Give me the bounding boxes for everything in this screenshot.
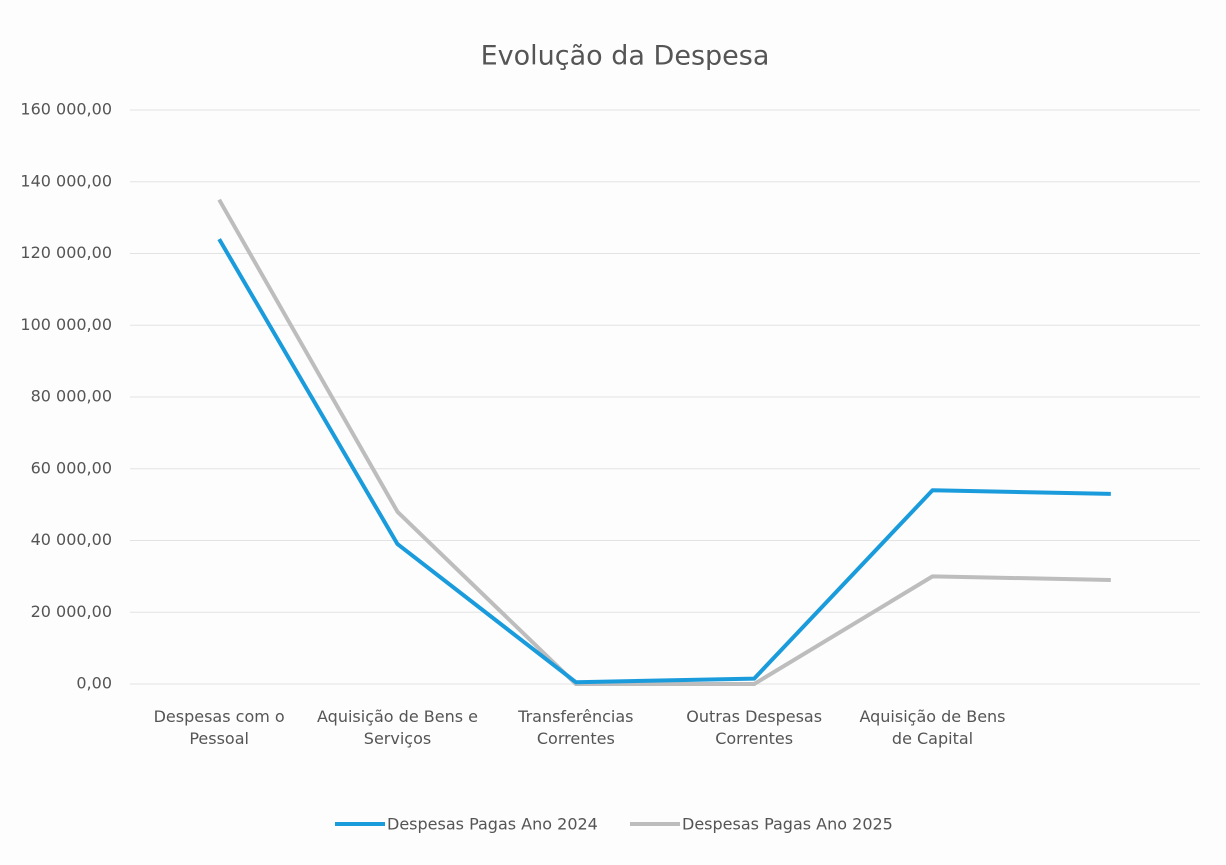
x-tick-label: Despesas com o Pessoal — [153, 707, 285, 748]
x-tick-label: Aquisição de Bens e Serviços — [317, 707, 478, 748]
series-line — [217, 238, 1111, 685]
y-tick-label: 100 000,00 — [20, 315, 112, 334]
legend-label: Despesas Pagas Ano 2024 — [387, 815, 598, 834]
legend-label: Despesas Pagas Ano 2025 — [682, 815, 893, 834]
y-tick-label: 120 000,00 — [20, 243, 112, 262]
y-tick-label: 60 000,00 — [31, 458, 112, 477]
y-tick-label: 80 000,00 — [31, 387, 112, 406]
x-tick-label: Aquisição de Bens de Capital — [859, 707, 1006, 748]
x-tick-label: Outras Despesas Correntes — [686, 707, 823, 748]
y-tick-label: 20 000,00 — [31, 602, 112, 621]
series-line — [217, 198, 1111, 686]
x-tick-label: Transferências Correntes — [518, 707, 634, 748]
y-tick-label: 160 000,00 — [20, 100, 112, 119]
y-tick-label: 0,00 — [76, 674, 112, 693]
chart-title: Evolução da Despesa — [481, 41, 770, 72]
y-tick-label: 40 000,00 — [31, 530, 112, 549]
y-tick-label: 140 000,00 — [20, 171, 112, 190]
